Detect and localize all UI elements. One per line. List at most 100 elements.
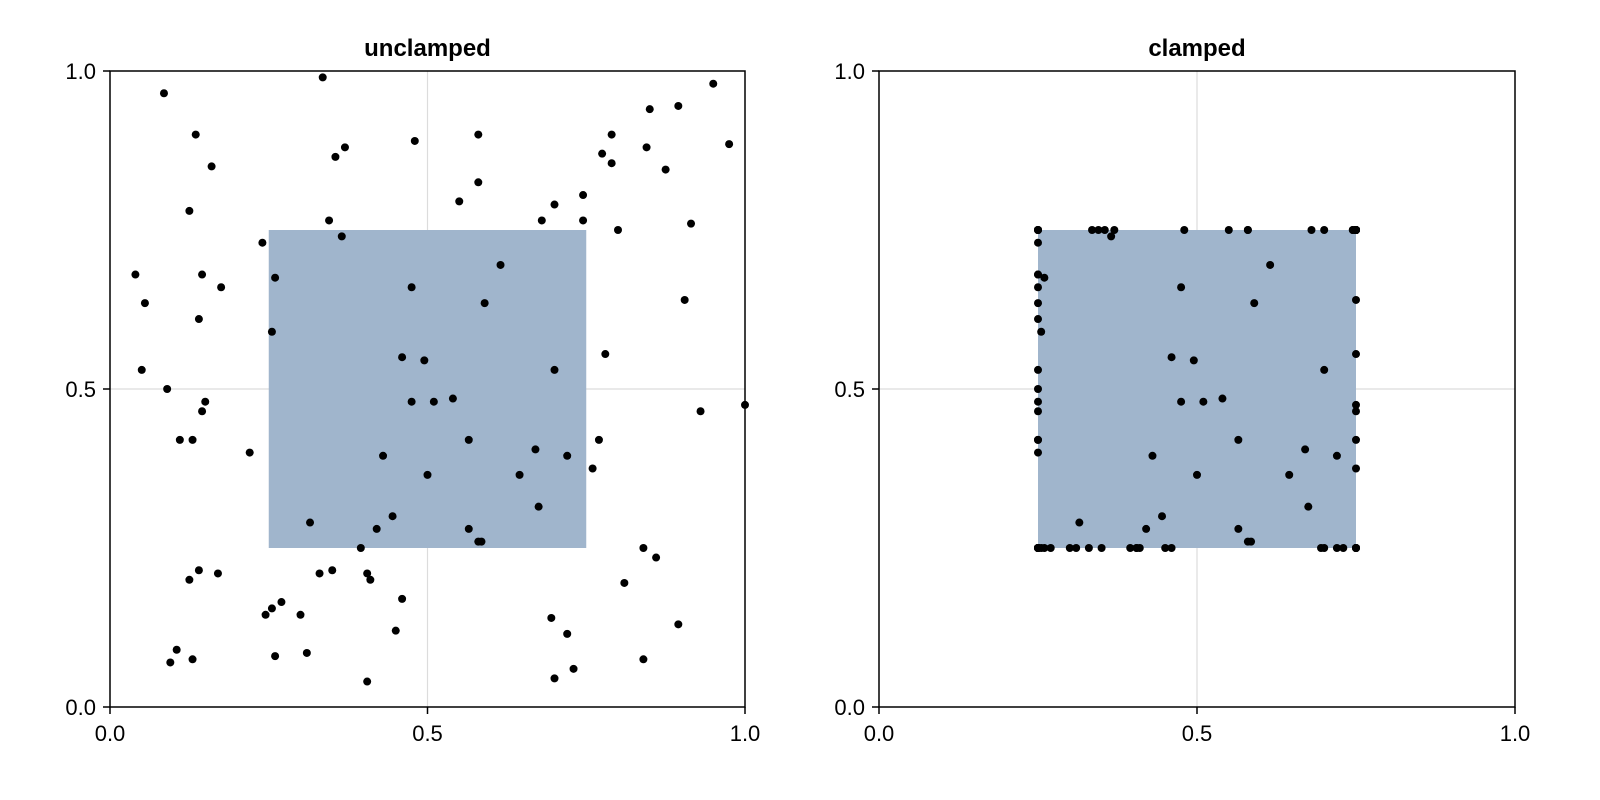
y-tick-label: 1.0 xyxy=(65,59,96,84)
data-point xyxy=(407,283,416,292)
data-point xyxy=(420,356,429,365)
data-point xyxy=(1247,537,1256,546)
data-point xyxy=(1243,226,1252,234)
data-point xyxy=(1040,273,1049,282)
chart-title: clamped xyxy=(1148,35,1245,62)
data-point xyxy=(474,130,483,139)
data-point xyxy=(1034,299,1042,308)
data-point xyxy=(407,397,416,406)
data-point xyxy=(398,353,407,362)
data-point xyxy=(1046,544,1055,552)
data-point xyxy=(480,299,489,308)
data-point xyxy=(429,397,438,406)
data-point xyxy=(725,140,734,149)
x-tick-label: 0.5 xyxy=(1182,721,1213,746)
data-point xyxy=(1084,544,1093,552)
data-point xyxy=(620,578,629,587)
data-point xyxy=(1094,226,1103,234)
data-point xyxy=(159,89,168,98)
data-point xyxy=(1352,350,1360,359)
data-point xyxy=(1034,407,1042,416)
data-point xyxy=(642,143,651,152)
data-point xyxy=(1224,226,1233,234)
data-point xyxy=(1034,283,1042,292)
data-point xyxy=(391,626,400,635)
data-point xyxy=(1199,397,1208,406)
data-point xyxy=(388,512,397,521)
data-point xyxy=(267,327,276,336)
data-point xyxy=(563,629,572,638)
chart-title: unclamped xyxy=(364,35,491,62)
data-point xyxy=(1352,435,1360,444)
data-point xyxy=(1320,544,1329,552)
data-point xyxy=(1285,470,1294,479)
data-point xyxy=(306,518,315,527)
data-point xyxy=(1034,397,1042,406)
data-point xyxy=(296,610,305,619)
data-point xyxy=(277,598,286,607)
data-point xyxy=(163,385,172,393)
data-point xyxy=(1352,544,1360,552)
data-point xyxy=(1250,299,1259,308)
data-point xyxy=(563,451,572,460)
data-point xyxy=(639,655,648,664)
data-point xyxy=(318,73,327,82)
data-point xyxy=(1332,451,1341,460)
data-point xyxy=(1075,518,1084,527)
data-point xyxy=(1218,394,1227,403)
data-point xyxy=(652,553,661,562)
data-point xyxy=(166,658,175,667)
x-tick-label: 0.0 xyxy=(95,721,126,746)
data-point xyxy=(1034,385,1042,393)
data-point xyxy=(645,105,654,114)
data-point xyxy=(1189,356,1198,365)
data-point xyxy=(1034,365,1042,374)
data-point xyxy=(1352,400,1360,409)
data-point xyxy=(515,470,524,479)
data-point xyxy=(1177,283,1186,292)
data-point xyxy=(315,569,324,578)
data-point xyxy=(1301,445,1310,454)
data-point xyxy=(1037,327,1046,336)
data-point xyxy=(579,216,588,225)
data-point xyxy=(464,524,473,533)
data-point xyxy=(1097,544,1106,552)
data-point xyxy=(1126,544,1135,552)
data-point xyxy=(340,143,349,152)
data-point xyxy=(1352,407,1360,416)
data-point xyxy=(534,502,543,511)
x-tick-label: 1.0 xyxy=(730,721,761,746)
data-point xyxy=(198,407,207,416)
data-point xyxy=(140,299,149,308)
region-rect xyxy=(1038,230,1356,548)
data-point xyxy=(550,365,559,374)
data-point xyxy=(537,216,546,225)
data-point xyxy=(175,435,184,444)
data-point xyxy=(194,566,203,575)
data-point xyxy=(1320,365,1329,374)
data-point xyxy=(1234,524,1243,533)
data-point xyxy=(639,544,648,552)
data-point xyxy=(372,524,381,533)
data-point xyxy=(687,219,696,228)
data-point xyxy=(366,575,375,584)
data-point xyxy=(131,270,140,279)
data-point xyxy=(680,295,689,304)
data-point xyxy=(207,162,216,171)
data-point xyxy=(1088,226,1097,234)
data-point xyxy=(531,445,540,454)
data-point xyxy=(172,645,181,654)
data-point xyxy=(1034,226,1042,234)
panel-unclamped: 0.0 0.5 1.0 0.0 0.5 1.0 unclamped xyxy=(65,35,760,746)
data-point xyxy=(550,674,559,683)
data-point xyxy=(1193,470,1201,479)
data-point xyxy=(379,451,388,460)
x-tick-label: 0.5 xyxy=(412,721,443,746)
data-point xyxy=(188,435,197,444)
panel-clamped: 0.0 0.5 1.0 0.0 0.5 1.0 clamped xyxy=(834,35,1530,746)
data-point xyxy=(1040,544,1049,552)
data-point xyxy=(674,101,683,110)
data-point xyxy=(569,664,578,673)
region-rect xyxy=(268,230,587,548)
data-point xyxy=(1065,544,1074,552)
